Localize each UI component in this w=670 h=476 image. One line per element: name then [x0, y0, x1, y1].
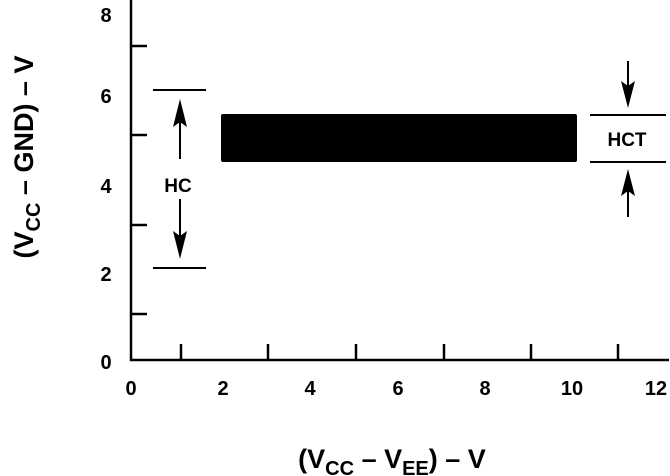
- hct-range-annotation: HCT: [590, 61, 666, 217]
- y-tick-label: 8: [100, 5, 111, 27]
- x-tick-label: 10: [561, 378, 583, 400]
- hc-range-annotation: HC: [153, 89, 206, 269]
- x-tick-label: 4: [304, 378, 316, 400]
- x-axis-title: (VCC – VEE) – V: [298, 444, 486, 476]
- x-minor-ticks: [179, 344, 620, 360]
- x-tick-label: 6: [392, 378, 403, 400]
- hc-label: HC: [164, 176, 192, 197]
- y-tick-label: 6: [100, 86, 111, 108]
- x-tick-label: 0: [125, 378, 136, 400]
- y-tick-label: 4: [100, 176, 112, 198]
- y-tick-label: 2: [100, 264, 111, 286]
- x-tick-labels: 0 2 4 6 8 10 12: [125, 378, 667, 400]
- hct-label: HCT: [607, 130, 646, 151]
- y-axis-title: (VCC – GND) – V: [9, 56, 45, 259]
- axes: [129, 0, 669, 362]
- arrow-down-icon: [621, 81, 635, 108]
- arrow-down-icon: [173, 231, 187, 259]
- arrow-up-icon: [621, 169, 635, 196]
- x-tick-label: 8: [479, 378, 490, 400]
- x-tick-label: 2: [217, 378, 228, 400]
- arrow-up-icon: [173, 99, 187, 127]
- x-tick-label: 12: [645, 378, 667, 400]
- y-tick-label: 0: [100, 352, 111, 374]
- operating-region-bar: [221, 114, 577, 162]
- y-minor-ticks: [131, 44, 147, 316]
- y-tick-labels: 8 6 4 2 0: [100, 5, 112, 374]
